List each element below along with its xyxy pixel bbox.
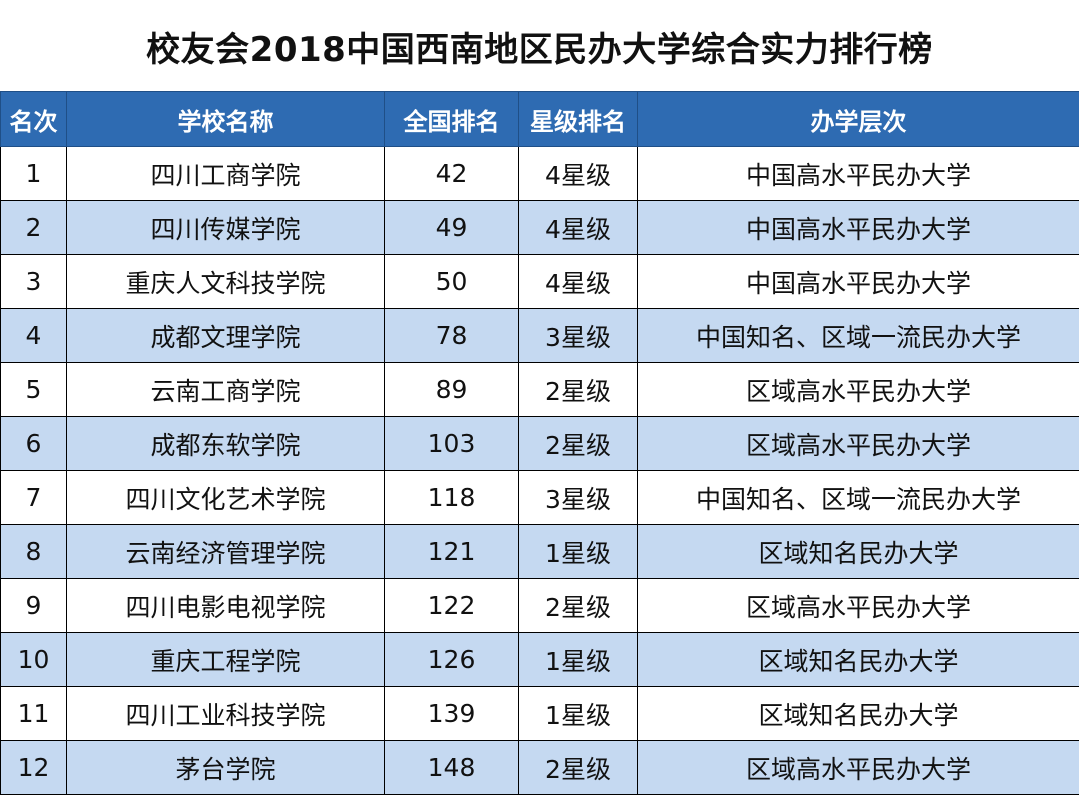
table-row: 2 四川传媒学院 49 4星级 中国高水平民办大学 [1, 201, 1079, 255]
table-row: 9 四川电影电视学院 122 2星级 区域高水平民办大学 [1, 579, 1079, 633]
cell-level: 中国高水平民办大学 [638, 147, 1079, 201]
table-row: 6 成都东软学院 103 2星级 区域高水平民办大学 [1, 417, 1079, 471]
cell-school: 云南工商学院 [67, 363, 385, 417]
cell-rank: 6 [1, 417, 67, 471]
cell-national-rank: 121 [385, 525, 519, 579]
cell-star-rank: 4星级 [519, 255, 638, 309]
cell-rank: 5 [1, 363, 67, 417]
cell-level: 区域高水平民办大学 [638, 363, 1079, 417]
cell-national-rank: 49 [385, 201, 519, 255]
table-row: 1 四川工商学院 42 4星级 中国高水平民办大学 [1, 147, 1079, 201]
cell-star-rank: 2星级 [519, 741, 638, 795]
cell-star-rank: 2星级 [519, 417, 638, 471]
table-row: 3 重庆人文科技学院 50 4星级 中国高水平民办大学 [1, 255, 1079, 309]
cell-school: 茅台学院 [67, 741, 385, 795]
cell-level: 区域知名民办大学 [638, 633, 1079, 687]
cell-rank: 9 [1, 579, 67, 633]
cell-star-rank: 2星级 [519, 363, 638, 417]
cell-national-rank: 50 [385, 255, 519, 309]
cell-rank: 3 [1, 255, 67, 309]
cell-level: 中国知名、区域一流民办大学 [638, 471, 1079, 525]
cell-rank: 8 [1, 525, 67, 579]
cell-level: 区域高水平民办大学 [638, 741, 1079, 795]
cell-school: 四川工商学院 [67, 147, 385, 201]
cell-star-rank: 4星级 [519, 147, 638, 201]
cell-level: 区域知名民办大学 [638, 525, 1079, 579]
cell-school: 重庆工程学院 [67, 633, 385, 687]
table-row: 8 云南经济管理学院 121 1星级 区域知名民办大学 [1, 525, 1079, 579]
cell-star-rank: 4星级 [519, 201, 638, 255]
cell-school: 成都文理学院 [67, 309, 385, 363]
cell-national-rank: 78 [385, 309, 519, 363]
page-title: 校友会2018中国西南地区民办大学综合实力排行榜 [0, 0, 1079, 91]
cell-school: 成都东软学院 [67, 417, 385, 471]
cell-level: 中国高水平民办大学 [638, 201, 1079, 255]
cell-level: 区域高水平民办大学 [638, 579, 1079, 633]
cell-star-rank: 1星级 [519, 687, 638, 741]
cell-level: 中国知名、区域一流民办大学 [638, 309, 1079, 363]
cell-national-rank: 89 [385, 363, 519, 417]
header-national-rank: 全国排名 [385, 92, 519, 147]
cell-national-rank: 148 [385, 741, 519, 795]
cell-star-rank: 1星级 [519, 633, 638, 687]
table-row: 5 云南工商学院 89 2星级 区域高水平民办大学 [1, 363, 1079, 417]
table-row: 12 茅台学院 148 2星级 区域高水平民办大学 [1, 741, 1079, 795]
cell-school: 重庆人文科技学院 [67, 255, 385, 309]
cell-school: 四川文化艺术学院 [67, 471, 385, 525]
cell-national-rank: 103 [385, 417, 519, 471]
table-row: 10 重庆工程学院 126 1星级 区域知名民办大学 [1, 633, 1079, 687]
ranking-table: 名次 学校名称 全国排名 星级排名 办学层次 1 四川工商学院 42 4星级 中… [0, 91, 1079, 795]
header-level: 办学层次 [638, 92, 1079, 147]
table-header-row: 名次 学校名称 全国排名 星级排名 办学层次 [1, 92, 1079, 147]
cell-star-rank: 1星级 [519, 525, 638, 579]
header-star-rank: 星级排名 [519, 92, 638, 147]
table-row: 7 四川文化艺术学院 118 3星级 中国知名、区域一流民办大学 [1, 471, 1079, 525]
header-school: 学校名称 [67, 92, 385, 147]
cell-national-rank: 122 [385, 579, 519, 633]
cell-star-rank: 2星级 [519, 579, 638, 633]
cell-school: 云南经济管理学院 [67, 525, 385, 579]
cell-star-rank: 3星级 [519, 309, 638, 363]
table-row: 11 四川工业科技学院 139 1星级 区域知名民办大学 [1, 687, 1079, 741]
cell-rank: 12 [1, 741, 67, 795]
cell-school: 四川电影电视学院 [67, 579, 385, 633]
cell-national-rank: 126 [385, 633, 519, 687]
table-body: 1 四川工商学院 42 4星级 中国高水平民办大学 2 四川传媒学院 49 4星… [1, 147, 1079, 795]
cell-rank: 11 [1, 687, 67, 741]
cell-school: 四川传媒学院 [67, 201, 385, 255]
table-row: 4 成都文理学院 78 3星级 中国知名、区域一流民办大学 [1, 309, 1079, 363]
cell-rank: 4 [1, 309, 67, 363]
cell-rank: 10 [1, 633, 67, 687]
cell-star-rank: 3星级 [519, 471, 638, 525]
cell-national-rank: 139 [385, 687, 519, 741]
cell-rank: 1 [1, 147, 67, 201]
cell-national-rank: 118 [385, 471, 519, 525]
cell-rank: 2 [1, 201, 67, 255]
cell-level: 区域高水平民办大学 [638, 417, 1079, 471]
cell-level: 区域知名民办大学 [638, 687, 1079, 741]
header-rank: 名次 [1, 92, 67, 147]
cell-school: 四川工业科技学院 [67, 687, 385, 741]
cell-level: 中国高水平民办大学 [638, 255, 1079, 309]
cell-rank: 7 [1, 471, 67, 525]
cell-national-rank: 42 [385, 147, 519, 201]
